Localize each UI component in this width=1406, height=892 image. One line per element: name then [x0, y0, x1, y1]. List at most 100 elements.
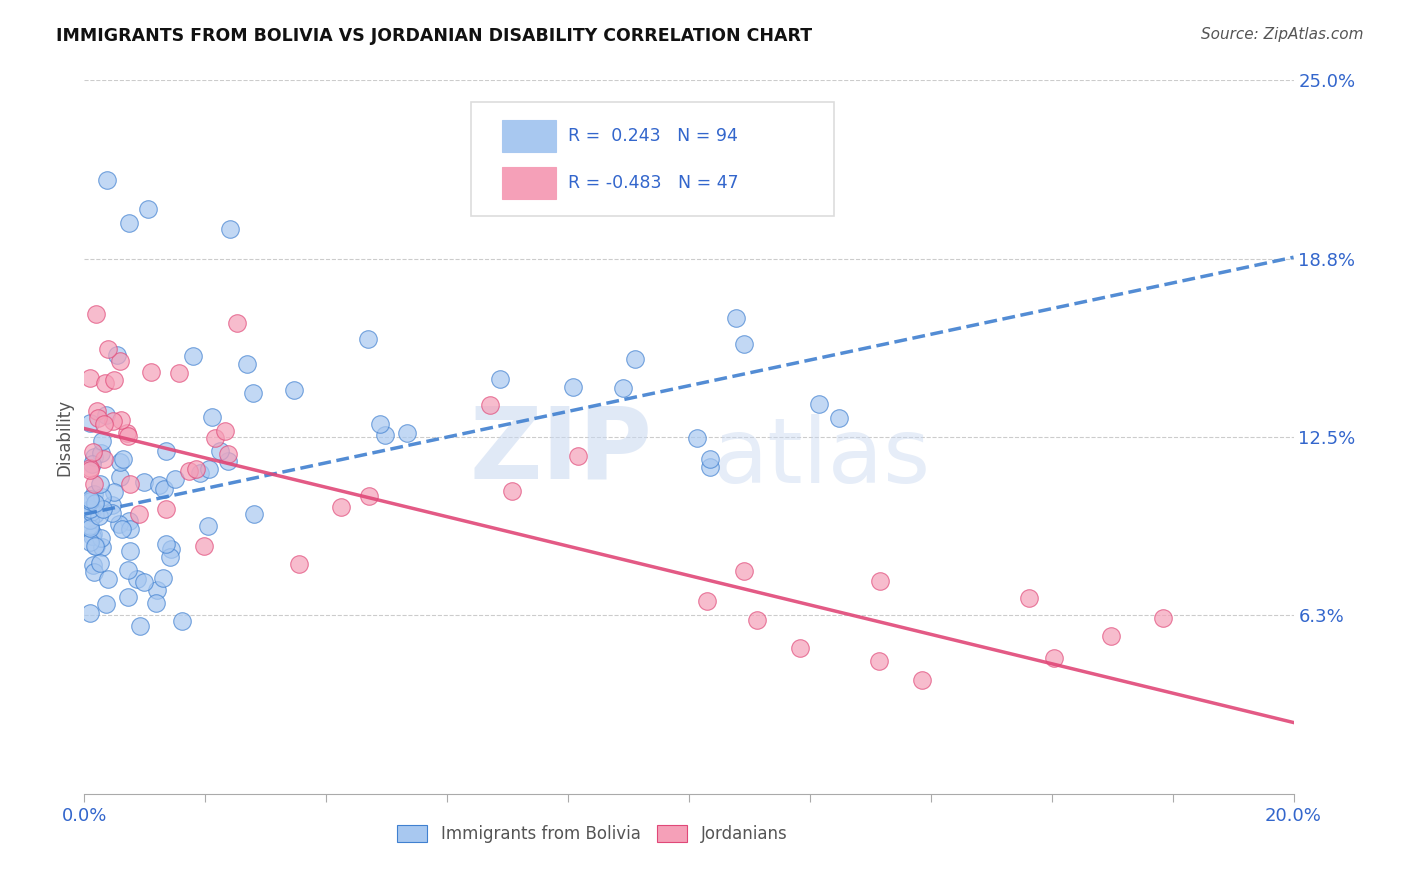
- Legend: Immigrants from Bolivia, Jordanians: Immigrants from Bolivia, Jordanians: [391, 818, 794, 850]
- Point: [79, 494, 101, 508]
- Point: [84, 496, 107, 510]
- Text: IMMIGRANTS FROM BOLIVIA VS JORDANIAN DISABILITY CORRELATION CHART: IMMIGRANTS FROM BOLIVIA VS JORDANIAN DIS…: [56, 27, 813, 45]
- Point: [83, 565, 105, 579]
- Point: [152, 571, 174, 585]
- Point: [79, 503, 101, 517]
- Point: [103, 373, 125, 387]
- Point: [696, 593, 718, 607]
- Point: [501, 484, 523, 499]
- Point: [153, 482, 176, 496]
- Point: [83, 487, 105, 501]
- Point: [101, 506, 124, 520]
- Point: [1152, 610, 1174, 624]
- Point: [79, 505, 101, 519]
- Point: [699, 460, 721, 475]
- Bar: [502, 120, 555, 152]
- Point: [83, 450, 105, 465]
- Point: [101, 414, 124, 428]
- Point: [79, 463, 101, 477]
- Point: [1018, 591, 1040, 605]
- Text: R =  0.243   N = 94: R = 0.243 N = 94: [568, 127, 738, 145]
- Point: [97, 572, 120, 586]
- Point: [117, 563, 139, 577]
- Point: [89, 477, 111, 491]
- Point: [359, 489, 381, 503]
- Point: [217, 446, 239, 460]
- Point: [80, 529, 103, 543]
- Point: [82, 445, 104, 459]
- Point: [129, 618, 152, 632]
- Point: [117, 216, 139, 230]
- Point: [97, 342, 120, 356]
- Point: [79, 492, 101, 507]
- Point: [115, 426, 138, 441]
- Point: [82, 527, 104, 541]
- Point: [159, 542, 181, 557]
- Point: [79, 521, 101, 535]
- Point: [733, 565, 755, 579]
- Y-axis label: Disability: Disability: [55, 399, 73, 475]
- Point: [911, 673, 934, 687]
- Point: [155, 443, 177, 458]
- Point: [489, 372, 512, 386]
- Point: [96, 173, 118, 187]
- Point: [236, 357, 259, 371]
- Point: [136, 202, 159, 216]
- Point: [79, 513, 101, 527]
- Point: [141, 365, 163, 379]
- Point: [159, 549, 181, 564]
- Point: [329, 500, 352, 514]
- Point: [118, 522, 141, 536]
- Point: [79, 606, 101, 620]
- Point: [107, 348, 129, 362]
- Point: [699, 451, 721, 466]
- Point: [368, 417, 391, 432]
- Point: [177, 464, 200, 478]
- Bar: [502, 167, 555, 199]
- Point: [201, 410, 224, 425]
- Point: [93, 417, 115, 431]
- Point: [84, 540, 107, 554]
- Point: [118, 514, 141, 528]
- Point: [110, 413, 132, 427]
- Point: [868, 654, 890, 668]
- Point: [128, 507, 150, 521]
- Text: atlas: atlas: [713, 415, 931, 502]
- Point: [82, 558, 104, 573]
- Point: [181, 349, 204, 363]
- Point: [561, 380, 583, 394]
- Point: [283, 384, 305, 398]
- Point: [87, 411, 110, 425]
- Point: [79, 371, 101, 385]
- Point: [190, 467, 212, 481]
- Point: [396, 425, 419, 440]
- Point: [90, 490, 112, 504]
- Point: [132, 475, 155, 489]
- Point: [167, 367, 190, 381]
- Point: [108, 517, 131, 532]
- Point: [145, 582, 167, 597]
- Point: [84, 508, 107, 522]
- Point: [84, 539, 107, 553]
- Point: [118, 476, 141, 491]
- Point: [217, 454, 239, 468]
- Point: [94, 408, 117, 422]
- Point: [242, 386, 264, 401]
- Point: [686, 432, 709, 446]
- Point: [155, 537, 177, 551]
- Point: [94, 376, 117, 391]
- Point: [219, 221, 242, 235]
- Point: [82, 503, 104, 517]
- Point: [145, 596, 167, 610]
- Point: [80, 458, 103, 472]
- Point: [163, 472, 186, 486]
- Point: [733, 337, 755, 351]
- Point: [79, 461, 101, 475]
- Point: [79, 502, 101, 516]
- Point: [243, 507, 266, 521]
- Point: [90, 445, 112, 459]
- Point: [479, 399, 502, 413]
- Point: [828, 411, 851, 425]
- Point: [132, 575, 155, 590]
- Point: [111, 522, 134, 536]
